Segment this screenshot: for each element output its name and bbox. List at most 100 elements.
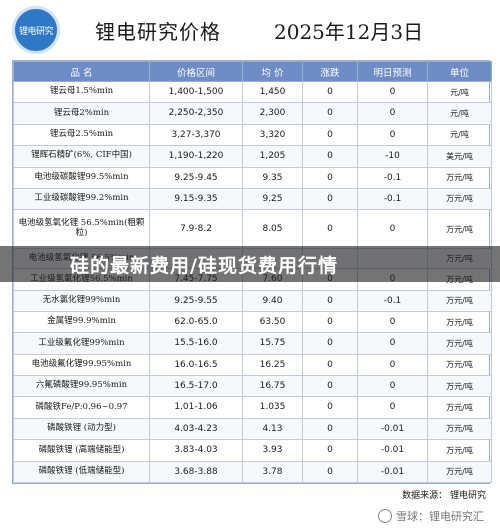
avg-price-cell: 4.13: [242, 417, 303, 441]
price-change-cell: 0: [302, 353, 358, 377]
table-row: 磷酸铁锂 (低端储能型) 3.68-3.88 3.78 0 -0.01 万元/吨: [13, 460, 492, 484]
unit-cell: 万元/吨: [427, 439, 492, 462]
forecast-cell: -0.1: [357, 166, 428, 189]
table-row: 磷酸铁锂 (高端储能型) 3.83-4.03 3.93 0 -0.01 万元/吨: [13, 439, 492, 462]
table-row: 金属锂99.9%min 62.0-65.0 63.50 0 0 万元/吨: [13, 310, 492, 334]
price-range-cell: 9.25-9.45: [149, 166, 243, 189]
price-change-cell: 0: [302, 289, 358, 312]
snowball-icon: [378, 509, 392, 523]
col-header-forecast: 明日预测: [357, 61, 428, 82]
logo-text: 锂电研究: [18, 26, 54, 37]
unit-cell: 元/吨: [427, 123, 492, 147]
price-range-cell: 7.9-8.2: [149, 209, 243, 249]
product-name-cell: 电池级碳酸锂99.5%min: [13, 166, 150, 189]
table-row: 锂云母2.5%min 3,27-3,370 3,320 0 0 元/吨: [13, 123, 492, 147]
watermark-text: 雪球：锂电研究汇: [396, 510, 484, 523]
forecast-cell: 0: [357, 80, 428, 104]
price-range-cell: 4.03-4.23: [149, 417, 243, 441]
product-name-cell: 金属锂99.9%min: [13, 310, 150, 334]
avg-price-cell: 9.40: [242, 289, 303, 312]
product-name-cell: 工业级碳酸锂99.2%min: [13, 187, 150, 211]
avg-price-cell: 2,300: [242, 102, 303, 125]
price-change-cell: 0: [302, 166, 358, 189]
price-change-cell: 0: [302, 310, 358, 334]
price-range-cell: 9.25-9.55: [149, 289, 243, 312]
unit-cell: 万元/吨: [427, 332, 492, 355]
unit-cell: 美元/吨: [427, 145, 492, 168]
unit-cell: 万元/吨: [427, 460, 492, 484]
price-change-cell: 0: [302, 332, 358, 355]
table-row: 工业级碳酸锂99.2%min 9.15-9.35 9.25 0 -0.1 万元/吨: [13, 187, 492, 211]
price-change-cell: 0: [302, 396, 358, 419]
col-header-unit: 单位: [427, 61, 492, 82]
product-name-cell: 电池级氢氧化锂 56.5%min(粗颗粒): [13, 209, 150, 249]
col-header-name: 品 名: [13, 61, 150, 82]
avg-price-cell: 3.93: [242, 439, 303, 462]
price-change-cell: 0: [302, 209, 358, 249]
product-name-cell: 锂辉石精矿(6%, CIF中国): [13, 145, 150, 168]
avg-price-cell: 1,205: [242, 145, 303, 168]
product-name-cell: 磷酸铁锂 (动力型): [13, 417, 150, 441]
price-range-cell: 9.15-9.35: [149, 187, 243, 211]
price-change-cell: 0: [302, 187, 358, 211]
table-row: 电池级碳酸锂99.5%min 9.25-9.45 9.35 0 -0.1 万元/吨: [13, 166, 492, 189]
price-range-cell: 16.5-17.0: [149, 375, 243, 398]
price-range-cell: 3.83-4.03: [149, 439, 243, 462]
forecast-cell: -0.01: [357, 460, 428, 484]
avg-price-cell: 15.75: [242, 332, 303, 355]
table-row: 锂辉石精矿(6%, CIF中国) 1,190-1,220 1,205 0 -10 美元/吨: [13, 145, 492, 168]
avg-price-cell: 1,450: [242, 80, 303, 104]
product-name-cell: 电池级氟化锂99.95%min: [13, 353, 150, 377]
forecast-cell: 0: [357, 332, 428, 355]
col-header-change: 涨跌: [302, 61, 358, 82]
forecast-cell: 0: [357, 353, 428, 377]
avg-price-cell: 9.25: [242, 187, 303, 211]
price-change-cell: 0: [302, 102, 358, 125]
product-name-cell: 工业级氟化锂99%min: [13, 332, 150, 355]
unit-cell: 万元/吨: [427, 310, 492, 334]
price-range-cell: 2,250-2,350: [149, 102, 243, 125]
price-change-cell: 0: [302, 123, 358, 147]
price-range-cell: 3.68-3.88: [149, 460, 243, 484]
forecast-cell: 0: [357, 375, 428, 398]
table-row: 磷酸铁Fe/P:0.96~0.97 1.01-1.06 1.035 0 0 万元/吨: [13, 396, 492, 419]
price-change-cell: 0: [302, 375, 358, 398]
price-change-cell: 0: [302, 80, 358, 104]
page-title: 锂电研究价格: [95, 20, 221, 44]
unit-cell: 万元/吨: [427, 396, 492, 419]
unit-cell: 万元/吨: [427, 417, 492, 441]
forecast-cell: 0: [357, 310, 428, 334]
table-row: 电池级氢氧化锂 56.5%min(粗颗粒) 7.9-8.2 8.05 0 0 万元/吨: [13, 209, 492, 249]
forecast-cell: -0.1: [357, 187, 428, 211]
unit-cell: 万元/吨: [427, 289, 492, 312]
table-header-row: 品 名 价格区间 均 价 涨跌 明日预测 单位: [13, 61, 492, 82]
avg-price-cell: 1.035: [242, 396, 303, 419]
product-name-cell: 六氟磷酸锂99.95%min: [13, 375, 150, 398]
col-header-avg: 均 价: [242, 61, 303, 82]
unit-cell: 万元/吨: [427, 209, 492, 249]
price-range-cell: 1.01-1.06: [149, 396, 243, 419]
table-body: 锂云母1.5%min 1,400-1,500 1,450 0 0 元/吨 锂云母2%min 2…: [13, 80, 492, 484]
forecast-cell: 0: [357, 209, 428, 249]
price-range-cell: 15.5-16.0: [149, 332, 243, 355]
price-range-cell: 3,27-3,370: [149, 123, 243, 147]
brand-logo: 锂电研究: [12, 6, 60, 54]
product-name-cell: 锂云母1.5%min: [13, 80, 150, 104]
forecast-cell: 0: [357, 396, 428, 419]
forecast-cell: -10: [357, 145, 428, 168]
unit-cell: 万元/吨: [427, 353, 492, 377]
price-range-cell: 1,400-1,500: [149, 80, 243, 104]
product-name-cell: 锂云母2.5%min: [13, 123, 150, 147]
table-row: 磷酸铁锂 (动力型) 4.03-4.23 4.13 0 -0.01 万元/吨: [13, 417, 492, 441]
price-change-cell: 0: [302, 439, 358, 462]
header: 锂电研究 锂电研究价格 2025年12月3日: [0, 0, 500, 60]
table-row: 无水氯化锂99%min 9.25-9.55 9.40 0 -0.1 万元/吨: [13, 289, 492, 312]
product-name-cell: 磷酸铁锂 (低端储能型): [13, 460, 150, 484]
forecast-cell: -0.01: [357, 439, 428, 462]
forecast-cell: 0: [357, 102, 428, 125]
price-range-cell: 16.0-16.5: [149, 353, 243, 377]
unit-cell: 万元/吨: [427, 166, 492, 189]
avg-price-cell: 16.75: [242, 375, 303, 398]
forecast-cell: 0: [357, 123, 428, 147]
avg-price-cell: 3.78: [242, 460, 303, 484]
